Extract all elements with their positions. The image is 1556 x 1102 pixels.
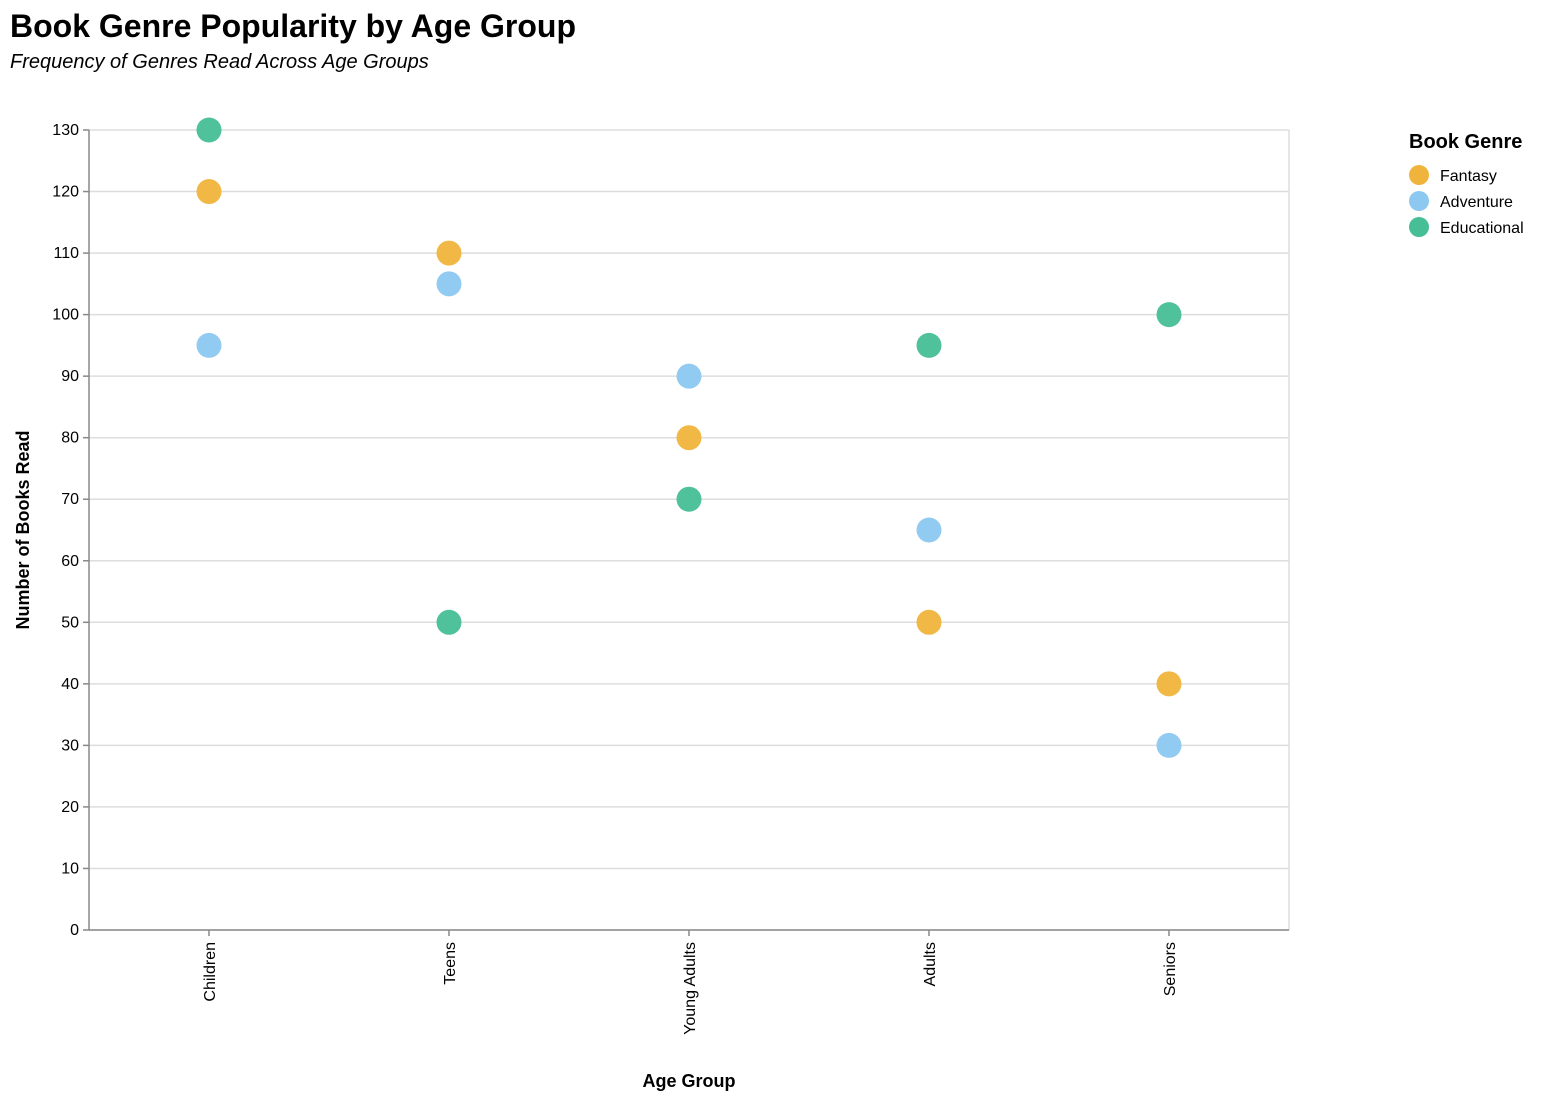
y-tick-label: 110: [53, 245, 79, 262]
y-tick-label: 80: [61, 430, 79, 447]
y-tick-label: 0: [70, 922, 79, 939]
data-point-fantasy: [916, 609, 942, 635]
legend-label-fantasy: Fantasy: [1440, 168, 1497, 185]
legend-symbol-fantasy: [1409, 165, 1429, 185]
y-tick-label: 60: [61, 553, 79, 570]
data-point-adventure: [916, 517, 942, 543]
x-tick-label: Children: [202, 942, 219, 1002]
y-tick-label: 70: [61, 491, 79, 508]
data-point-fantasy: [196, 179, 222, 205]
gridlines: [89, 129, 1290, 931]
x-tick-label: Seniors: [1162, 942, 1179, 996]
data-point-educational: [436, 609, 462, 635]
data-point-adventure: [436, 271, 462, 297]
y-tick-label: 100: [52, 307, 79, 324]
y-tick-label: 50: [61, 614, 79, 631]
y-tick-label: 130: [52, 122, 79, 139]
legend-title: Book Genre: [1409, 131, 1522, 153]
legend-label-educational: Educational: [1440, 220, 1524, 237]
y-axis-title: Number of Books Read: [13, 430, 33, 629]
x-tick-label: Adults: [922, 942, 939, 986]
y-tick-label: 10: [61, 860, 79, 877]
x-tick-label: Young Adults: [682, 942, 699, 1035]
legend-symbol-educational: [1409, 217, 1429, 237]
chart-subtitle: Frequency of Genres Read Across Age Grou…: [10, 51, 429, 73]
axes: 0 10 20 30 40 50 60 70 80 90 100 110 120 130 Number of…: [13, 122, 1289, 1091]
data-point-fantasy: [436, 240, 462, 266]
data-point-adventure: [196, 332, 222, 358]
data-point-adventure: [1156, 732, 1182, 758]
chart-title: Book Genre Popularity by Age Group: [10, 8, 576, 44]
y-tick-label: 40: [61, 676, 79, 693]
data-point-educational: [196, 117, 222, 143]
legend: Book Genre Fantasy Adventure Educational: [1409, 131, 1524, 237]
y-tick-label: 20: [61, 799, 79, 816]
data-point-educational: [916, 332, 942, 358]
legend-label-adventure: Adventure: [1440, 194, 1513, 211]
data-point-adventure: [676, 363, 702, 389]
data-point-fantasy: [1156, 671, 1182, 697]
legend-symbol-adventure: [1409, 191, 1429, 211]
x-tick-label: Teens: [442, 942, 459, 985]
y-tick-label: 120: [52, 184, 79, 201]
data-points: [196, 117, 1182, 758]
y-tick-label: 90: [61, 368, 79, 385]
x-axis-title: Age Group: [643, 1071, 736, 1091]
data-point-educational: [1156, 302, 1182, 328]
data-point-educational: [676, 486, 702, 512]
data-point-fantasy: [676, 425, 702, 451]
y-tick-label: 30: [61, 737, 79, 754]
